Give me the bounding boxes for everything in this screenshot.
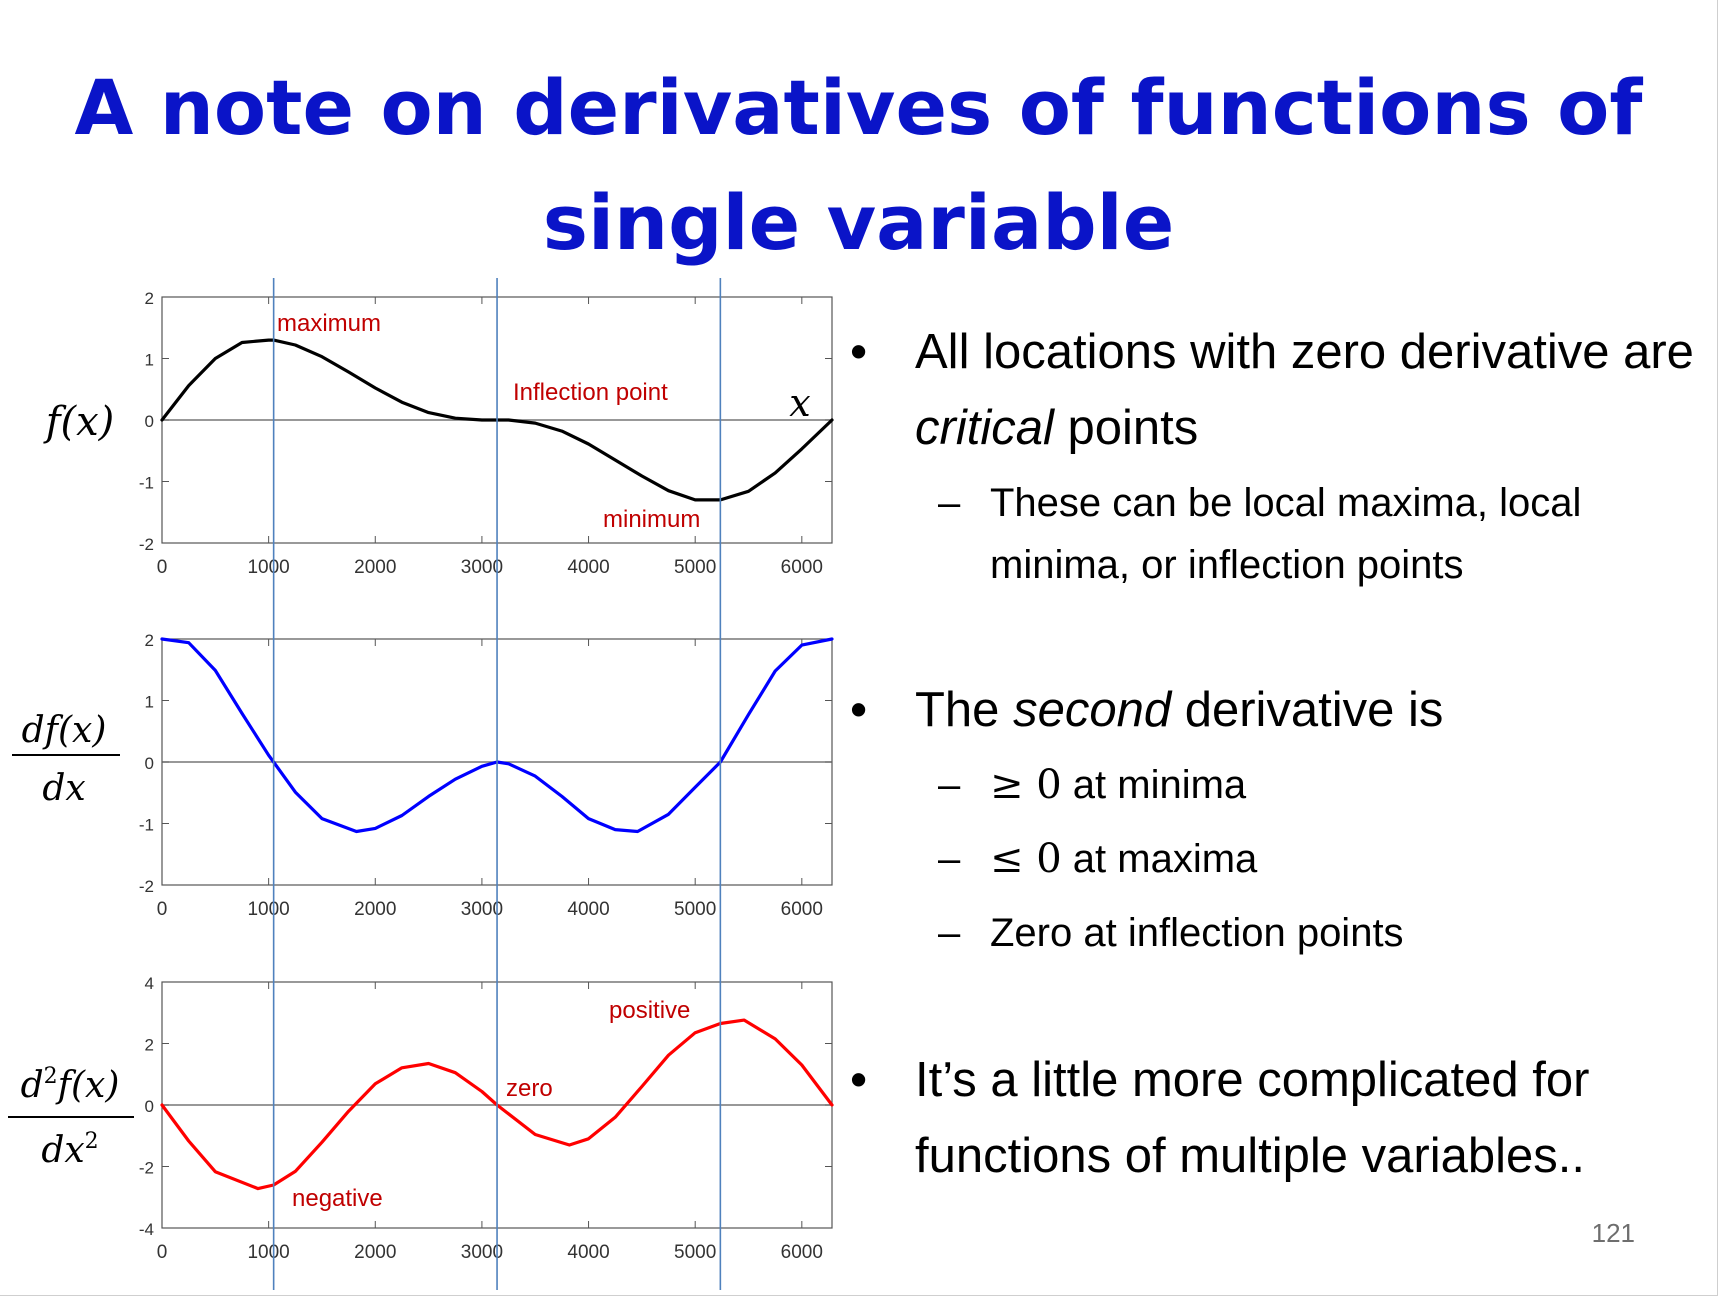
df-plot-xtick-label: 4000: [567, 899, 609, 920]
df-plot-curve: [160, 637, 834, 834]
df-plot-ytick-label: -2: [139, 877, 154, 896]
d2f-plot-xtick-label: 6000: [781, 1242, 823, 1263]
df-plot-ytick-label: -1: [139, 816, 154, 835]
d2f-plot-ytick-label: 4: [145, 974, 154, 993]
math-symbol: ≥ 0: [990, 762, 1062, 808]
f-plot-ytick-label: 0: [145, 412, 154, 431]
d2f-plot-ytick-label: 0: [145, 1097, 154, 1116]
title-line-1: A note on derivatives of functions of: [74, 63, 1643, 152]
f-plot-xlabel: x: [789, 381, 810, 425]
d2f-plot-xtick-label: 5000: [674, 1242, 716, 1263]
f-plot-curve: [160, 338, 834, 502]
df-plot-xtick-label: 1000: [247, 899, 289, 920]
annotation-zero: zero: [506, 1075, 553, 1102]
sub-bullet-maxima: – ≤ 0 at maxima: [850, 822, 1710, 896]
df-plot-ylabel-numerator: df(x): [22, 710, 107, 751]
bullet-emphasis: second: [1013, 683, 1172, 737]
sub-bullet-dash: –: [938, 837, 961, 881]
bullet-text-end: points: [1053, 401, 1199, 455]
df-plot-xtick-label: 6000: [781, 899, 823, 920]
f-plot-axes: 0 1000 2000 3000 4000 5000 6000 2 1 0 -1 -2: [139, 289, 833, 578]
sub-bullet-dash: –: [938, 911, 961, 955]
page-number: 121: [1591, 1218, 1635, 1248]
bullet-text: All locations with zero derivative are: [915, 325, 1694, 379]
sub-bullet-text: at maxima: [1061, 837, 1258, 881]
df-plot-ytick-label: 1: [145, 693, 154, 712]
annotation-minimum: minimum: [603, 506, 700, 533]
df-plot-xtick-label: 2000: [354, 899, 396, 920]
d2f-plot-ylabel-denominator: dx2: [41, 1129, 98, 1171]
bullet-critical-points: • All locations with zero derivative are…: [850, 314, 1718, 466]
f-plot-xtick-label: 3000: [461, 557, 503, 578]
sub-bullet-dash: –: [938, 481, 961, 525]
f-plot-xtick-label: 1000: [247, 557, 289, 578]
d2f-plot-curve: [160, 1018, 834, 1191]
d2f-plot-xtick-label: 3000: [461, 1242, 503, 1263]
f-plot-xtick-label: 2000: [354, 557, 396, 578]
slide-title: A note on derivatives of functions of si…: [60, 50, 1657, 280]
f-plot-ytick-label: -1: [139, 474, 154, 493]
d2f-plot-ytick-label: -4: [139, 1220, 154, 1239]
f-plot-ytick-label: 1: [145, 351, 154, 370]
annotation-inflection-point: Inflection point: [513, 379, 668, 406]
bullet-multiple-variables: • It’s a little more complicated for fun…: [850, 1042, 1718, 1194]
f-plot-ylabel: f(x): [43, 399, 115, 445]
bullet-dot: •: [850, 1053, 868, 1107]
f-plot-xtick-label: 0: [157, 557, 168, 578]
d2f-plot-ylabel-numerator: d2f(x): [21, 1064, 120, 1106]
bullet-emphasis: critical: [915, 401, 1054, 455]
d2f-plot-ytick-label: -2: [139, 1159, 154, 1178]
bullet-dot: •: [850, 325, 868, 379]
sub-bullet-text: at minima: [1061, 763, 1247, 807]
bullet-text: It’s a little more complicated for funct…: [915, 1053, 1590, 1183]
annotation-positive: positive: [609, 997, 690, 1024]
d2f-plot-xtick-label: 0: [157, 1242, 168, 1263]
d2f-plot-axes: 0 1000 2000 3000 4000 5000 6000 4 2 0 -2 -4: [139, 974, 833, 1263]
f-plot-xtick-label: 4000: [567, 557, 609, 578]
f-plot-ytick-label: -2: [139, 535, 154, 554]
sub-bullet-dash: –: [938, 763, 961, 807]
df-plot-xtick-label: 3000: [461, 899, 503, 920]
f-plot-xtick-label: 5000: [674, 557, 716, 578]
annotation-maximum: maximum: [277, 310, 381, 337]
bullet-second-derivative: • The second derivative is: [850, 672, 1718, 748]
bullet-group-second-derivative: • The second derivative is – ≥ 0 at mini…: [850, 672, 1718, 970]
bullet-group-critical-points: • All locations with zero derivative are…: [850, 314, 1718, 596]
df-plot-ylabel-denominator: dx: [42, 768, 85, 809]
d2f-plot-xtick-label: 2000: [354, 1242, 396, 1263]
d2f-plot-xtick-label: 4000: [567, 1242, 609, 1263]
df-plot-xtick-label: 0: [157, 899, 168, 920]
sub-bullet-text: These can be local maxima, local minima,…: [990, 481, 1582, 587]
bullet-group-multiple-variables: • It’s a little more complicated for fun…: [850, 1042, 1718, 1194]
bullet-dot: •: [850, 683, 868, 737]
math-symbol: ≤ 0: [990, 836, 1062, 882]
sub-bullet-minima: – ≥ 0 at minima: [850, 748, 1710, 822]
bullet-text: The: [915, 683, 1014, 737]
bullet-text-end: derivative is: [1171, 683, 1444, 737]
sub-bullet-local-extrema: – These can be local maxima, local minim…: [850, 472, 1710, 596]
sub-bullet-inflection: – Zero at inflection points: [850, 896, 1710, 970]
df-plot-axes: 0 1000 2000 3000 4000 5000 6000 2 1 0 -1 -2: [139, 631, 833, 920]
f-plot-xtick-label: 6000: [781, 557, 823, 578]
f-plot-ytick-label: 2: [145, 289, 154, 308]
df-plot-xtick-label: 5000: [674, 899, 716, 920]
sub-bullet-text: Zero at inflection points: [990, 911, 1404, 955]
title-line-2: single variable: [542, 178, 1175, 267]
annotation-negative: negative: [292, 1185, 383, 1212]
d2f-plot-ytick-label: 2: [145, 1036, 154, 1055]
df-plot-ytick-label: 2: [145, 631, 154, 650]
df-plot-ytick-label: 0: [145, 754, 154, 773]
d2f-plot-xtick-label: 1000: [247, 1242, 289, 1263]
